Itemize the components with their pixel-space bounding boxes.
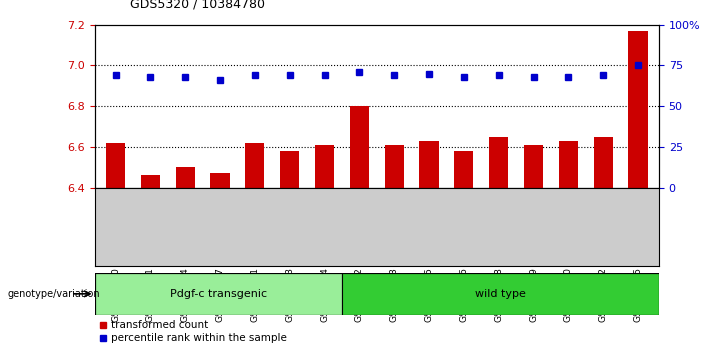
- Bar: [629, 31, 648, 188]
- Bar: [594, 137, 613, 188]
- Bar: [350, 106, 369, 188]
- Bar: [106, 143, 125, 188]
- Bar: [245, 143, 264, 188]
- Bar: [385, 145, 404, 188]
- Bar: [419, 141, 439, 188]
- Bar: [524, 145, 543, 188]
- Bar: [489, 137, 508, 188]
- Text: genotype/variation: genotype/variation: [7, 289, 100, 299]
- Bar: [210, 173, 230, 188]
- Bar: [141, 175, 160, 188]
- Text: wild type: wild type: [475, 289, 526, 299]
- Bar: [95, 273, 341, 315]
- Legend: transformed count, percentile rank within the sample: transformed count, percentile rank withi…: [100, 320, 287, 343]
- Text: Pdgf-c transgenic: Pdgf-c transgenic: [170, 289, 266, 299]
- Bar: [559, 141, 578, 188]
- Bar: [176, 167, 195, 188]
- Bar: [315, 145, 334, 188]
- Bar: [280, 151, 299, 188]
- Text: GDS5320 / 10384780: GDS5320 / 10384780: [130, 0, 265, 11]
- Bar: [341, 273, 659, 315]
- Bar: [454, 151, 473, 188]
